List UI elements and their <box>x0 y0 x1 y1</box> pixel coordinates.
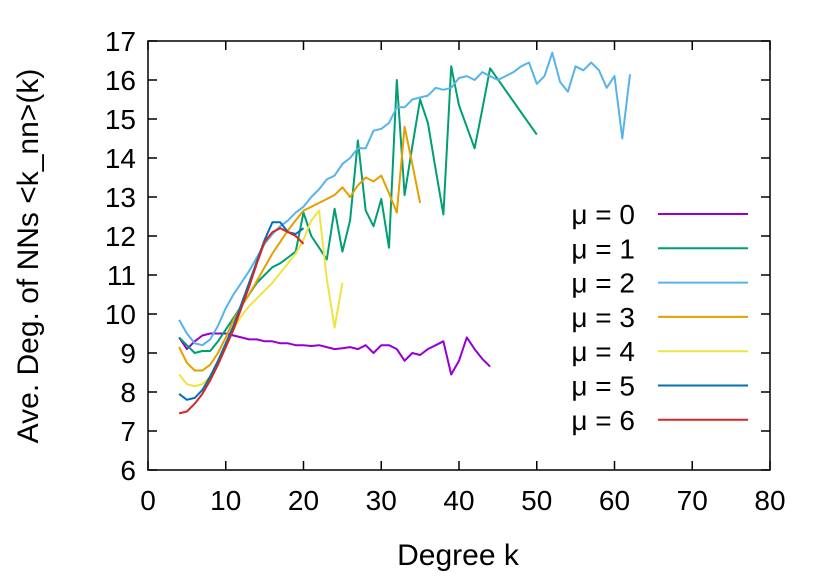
y-tick-label: 17 <box>105 26 136 57</box>
legend-label: μ = 3 <box>571 302 635 333</box>
x-axis-title: Degree k <box>397 539 520 572</box>
plot-area <box>147 40 771 471</box>
legend-label: μ = 5 <box>571 371 635 402</box>
series-line-mu-6 <box>178 227 305 415</box>
y-tick-label: 14 <box>105 143 136 174</box>
x-tick-label: 40 <box>443 485 474 516</box>
y-tick-label: 13 <box>105 182 136 213</box>
x-tick-label: 30 <box>366 485 397 516</box>
y-tick-label: 10 <box>105 299 136 330</box>
x-tick-label: 0 <box>140 485 156 516</box>
y-tick-label: 7 <box>120 416 136 447</box>
series-line-mu-2 <box>178 51 631 347</box>
series-line-mu-5 <box>178 221 305 401</box>
legend-label: μ = 0 <box>571 199 635 230</box>
y-tick-label: 8 <box>120 377 136 408</box>
x-tick-label: 80 <box>754 485 785 516</box>
x-tick-label: 50 <box>521 485 552 516</box>
series-line-mu-3 <box>178 125 422 372</box>
x-tick-label: 10 <box>210 485 241 516</box>
y-tick-label: 15 <box>105 104 136 135</box>
legend: μ = 0μ = 1 μ = 2μ = 3μ = 4 μ = 5μ = 6 <box>571 199 748 436</box>
series-line-mu-1 <box>178 65 538 354</box>
y-tick-label: 9 <box>120 338 136 369</box>
y-axis: 6 7 8 9 10 11 12 13 14 15 16 17 <box>105 26 770 486</box>
series-line-mu-4 <box>178 209 344 388</box>
x-tick-label: 20 <box>288 485 319 516</box>
x-axis: 0 10 20 30 40 50 60 70 80 <box>140 41 786 516</box>
y-axis-title: Ave. Deg. of NNs <k_nn>(k) <box>12 69 45 444</box>
legend-label: μ = 4 <box>571 336 635 367</box>
y-tick-label: 6 <box>120 455 136 486</box>
y-tick-label: 12 <box>105 221 136 252</box>
legend-label: μ = 1 <box>571 233 635 264</box>
legend-label: μ = 6 <box>571 405 635 436</box>
legend-label: μ = 2 <box>571 268 635 299</box>
y-tick-label: 16 <box>105 65 136 96</box>
series-layer <box>178 51 631 415</box>
y-tick-label: 11 <box>107 260 136 291</box>
x-tick-label: 60 <box>599 485 630 516</box>
x-tick-label: 70 <box>677 485 708 516</box>
